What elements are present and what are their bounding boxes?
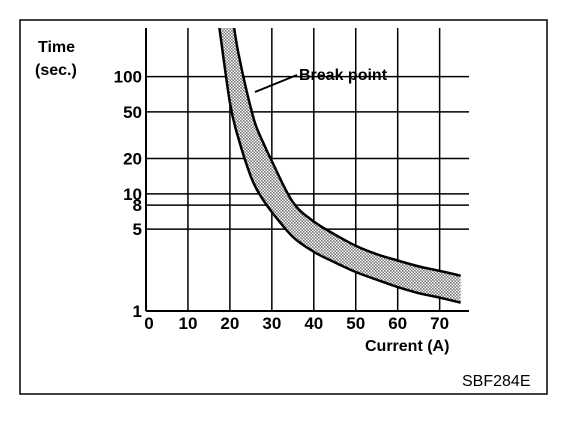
figure-code: SBF284E — [462, 373, 530, 390]
x-axis-title: Current (A) — [365, 338, 449, 355]
x-tick-20: 20 — [220, 314, 239, 333]
annotation-leader — [254, 74, 298, 93]
curve-min — [218, 28, 461, 304]
x-tick-labels: 0 10 20 30 40 50 60 70 — [144, 314, 449, 333]
x-tick-30: 30 — [262, 314, 281, 333]
y-axis-title-line1: Time — [38, 39, 75, 56]
x-tick-60: 60 — [388, 314, 407, 333]
y-tick-8: 8 — [133, 196, 142, 215]
y-axis-title-line2: (sec.) — [35, 62, 77, 79]
x-tick-10: 10 — [178, 314, 197, 333]
y-tick-5: 5 — [133, 220, 142, 239]
y-tick-20: 20 — [123, 150, 142, 169]
y-tick-1: 1 — [133, 302, 142, 321]
y-tick-100: 100 — [114, 68, 142, 87]
y-tick-50: 50 — [123, 103, 142, 122]
x-tick-50: 50 — [346, 314, 365, 333]
x-tick-70: 70 — [430, 314, 449, 333]
x-tick-40: 40 — [304, 314, 323, 333]
y-tick-10: 10 — [123, 185, 142, 204]
y-tick-labels: 1 5 810 20 50 100 — [114, 68, 142, 321]
curve-max — [232, 28, 461, 277]
break-point-band — [219, 28, 461, 303]
annotation-break-point: Break point — [299, 67, 388, 84]
x-tick-0: 0 — [144, 314, 153, 333]
